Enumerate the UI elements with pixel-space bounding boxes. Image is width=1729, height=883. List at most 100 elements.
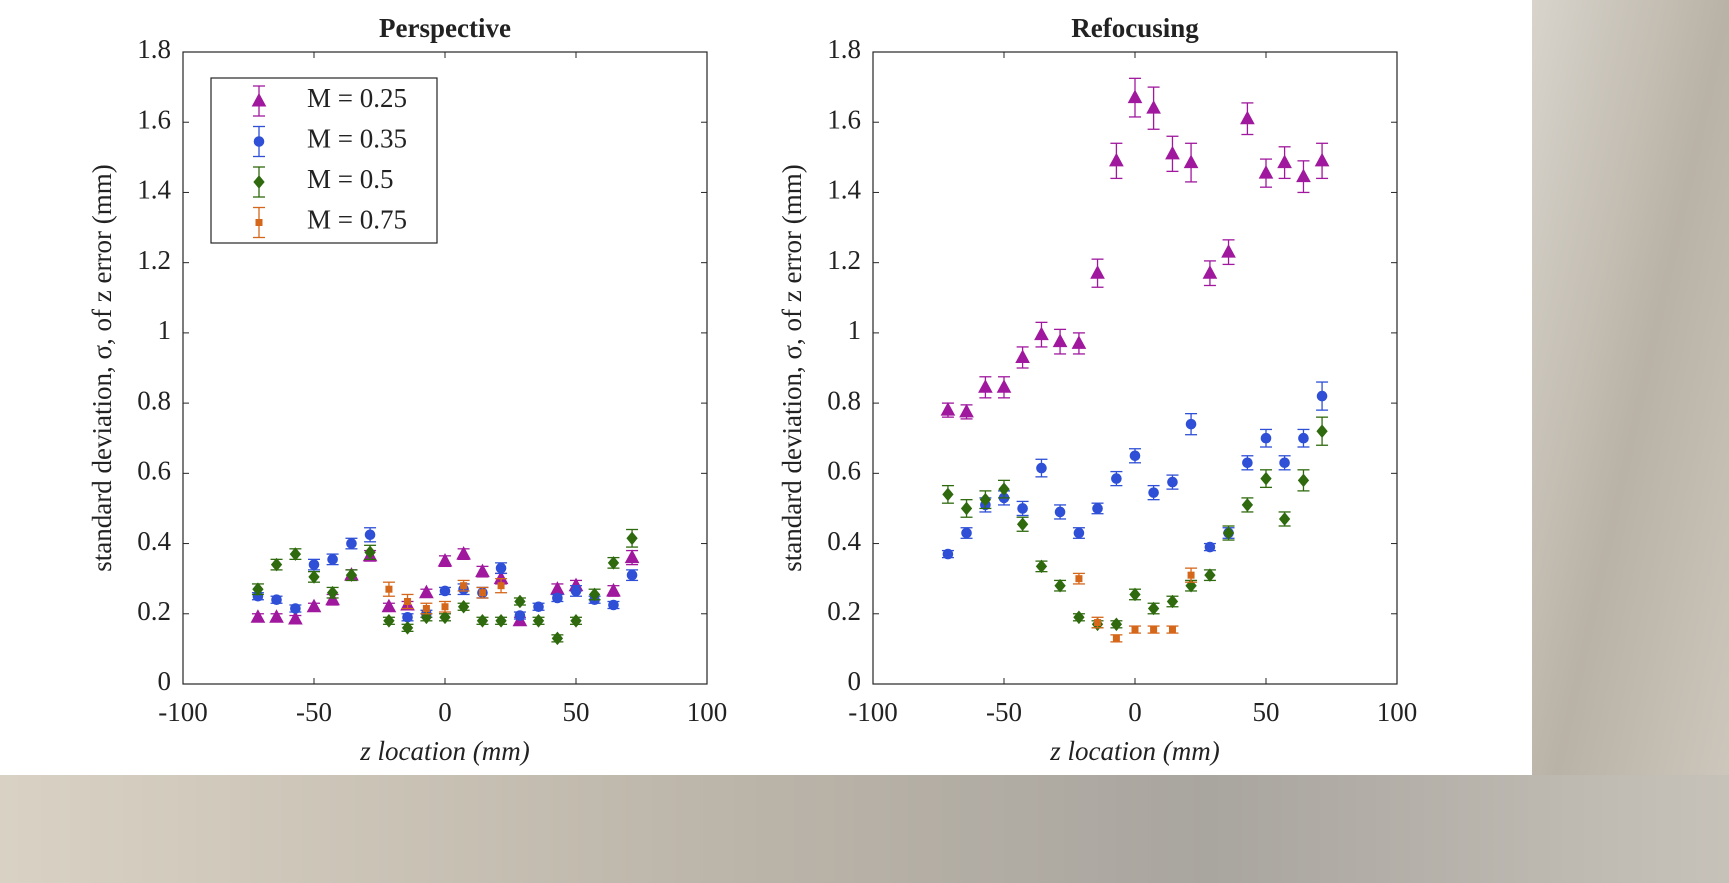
y-tick-label: 1.4 — [827, 175, 861, 205]
y-tick-label: 0 — [848, 666, 862, 696]
marker — [608, 599, 619, 611]
marker — [290, 603, 301, 614]
y-tick-label: 1.6 — [137, 104, 171, 134]
marker — [570, 585, 582, 597]
x-axis-label: z location (mm) — [1049, 736, 1219, 766]
chart-title: Perspective — [379, 13, 511, 43]
legend-label: M = 0.35 — [307, 124, 407, 154]
marker — [288, 610, 303, 625]
legend-box — [210, 77, 438, 244]
marker — [475, 563, 490, 578]
y-axis-label: standard deviation, σ, of z error (mm) — [777, 164, 807, 571]
marker — [1017, 503, 1028, 514]
marker — [1109, 152, 1124, 167]
background-photo — [0, 775, 1729, 883]
background-photo — [1532, 0, 1729, 883]
marker — [250, 609, 266, 623]
marker — [1168, 626, 1176, 634]
marker — [624, 549, 640, 564]
marker — [419, 584, 434, 599]
y-tick-label: 0.4 — [137, 526, 171, 556]
marker — [1092, 503, 1103, 514]
marker — [364, 545, 376, 560]
marker — [1090, 265, 1105, 279]
x-tick-label: 100 — [1377, 697, 1418, 727]
marker — [1296, 168, 1311, 183]
marker — [998, 482, 1010, 496]
x-axis-label: z location (mm) — [359, 736, 529, 766]
marker — [1222, 526, 1235, 540]
marker — [1314, 152, 1330, 167]
y-tick-label: 1.8 — [827, 34, 861, 64]
marker — [1258, 165, 1274, 179]
marker — [345, 568, 358, 582]
marker — [308, 570, 320, 584]
marker — [961, 527, 972, 539]
marker — [942, 548, 954, 560]
marker — [1034, 326, 1049, 341]
marker — [381, 598, 397, 613]
marker — [495, 562, 507, 574]
marker — [476, 614, 489, 628]
y-tick-label: 1.2 — [827, 245, 861, 275]
marker — [626, 531, 638, 546]
marker — [1036, 462, 1047, 474]
marker — [1148, 487, 1159, 498]
y-axis-label: standard deviation, σ, of z error (mm) — [87, 164, 117, 571]
marker — [1094, 619, 1102, 627]
marker — [588, 587, 601, 602]
marker — [460, 582, 468, 590]
x-tick-label: 100 — [687, 697, 728, 727]
series — [1072, 567, 1198, 643]
marker — [1110, 617, 1123, 632]
marker — [533, 601, 544, 613]
marker — [978, 379, 993, 393]
marker — [626, 569, 638, 581]
series — [940, 77, 1330, 420]
marker — [270, 557, 283, 572]
marker — [570, 614, 582, 628]
marker — [1150, 626, 1158, 634]
marker — [514, 594, 526, 609]
marker — [607, 556, 620, 570]
marker — [1297, 473, 1310, 488]
y-tick-label: 0.2 — [827, 596, 861, 626]
x-tick-label: 50 — [563, 697, 590, 727]
y-tick-label: 0.4 — [827, 526, 861, 556]
marker — [514, 610, 526, 621]
legend-marker — [251, 92, 267, 107]
series — [251, 528, 639, 646]
marker — [1127, 89, 1143, 104]
plot-frame — [182, 51, 708, 685]
marker — [495, 614, 507, 628]
marker — [402, 611, 413, 623]
marker — [346, 538, 357, 549]
marker — [1035, 559, 1048, 574]
marker — [1071, 335, 1087, 349]
marker — [1112, 634, 1120, 642]
marker — [1073, 527, 1085, 539]
marker — [1316, 390, 1328, 402]
marker — [1129, 587, 1141, 602]
marker — [1221, 244, 1236, 258]
legend-marker — [253, 175, 265, 189]
marker — [1260, 471, 1272, 486]
marker — [1052, 333, 1068, 348]
marker — [1242, 457, 1253, 469]
marker — [327, 554, 338, 565]
marker — [383, 614, 395, 628]
x-tick-label: -50 — [986, 697, 1022, 727]
y-tick-label: 1.2 — [137, 245, 171, 275]
marker — [497, 582, 505, 590]
marker — [308, 559, 320, 570]
marker — [1202, 265, 1218, 279]
x-tick-label: -100 — [158, 697, 208, 727]
x-tick-label: 0 — [438, 697, 452, 727]
y-tick-label: 1.6 — [827, 104, 861, 134]
legend-label: M = 0.25 — [307, 83, 407, 113]
marker — [1166, 594, 1179, 609]
marker — [1015, 349, 1030, 363]
marker — [1185, 418, 1197, 430]
marker — [1298, 432, 1309, 444]
marker — [960, 501, 973, 516]
